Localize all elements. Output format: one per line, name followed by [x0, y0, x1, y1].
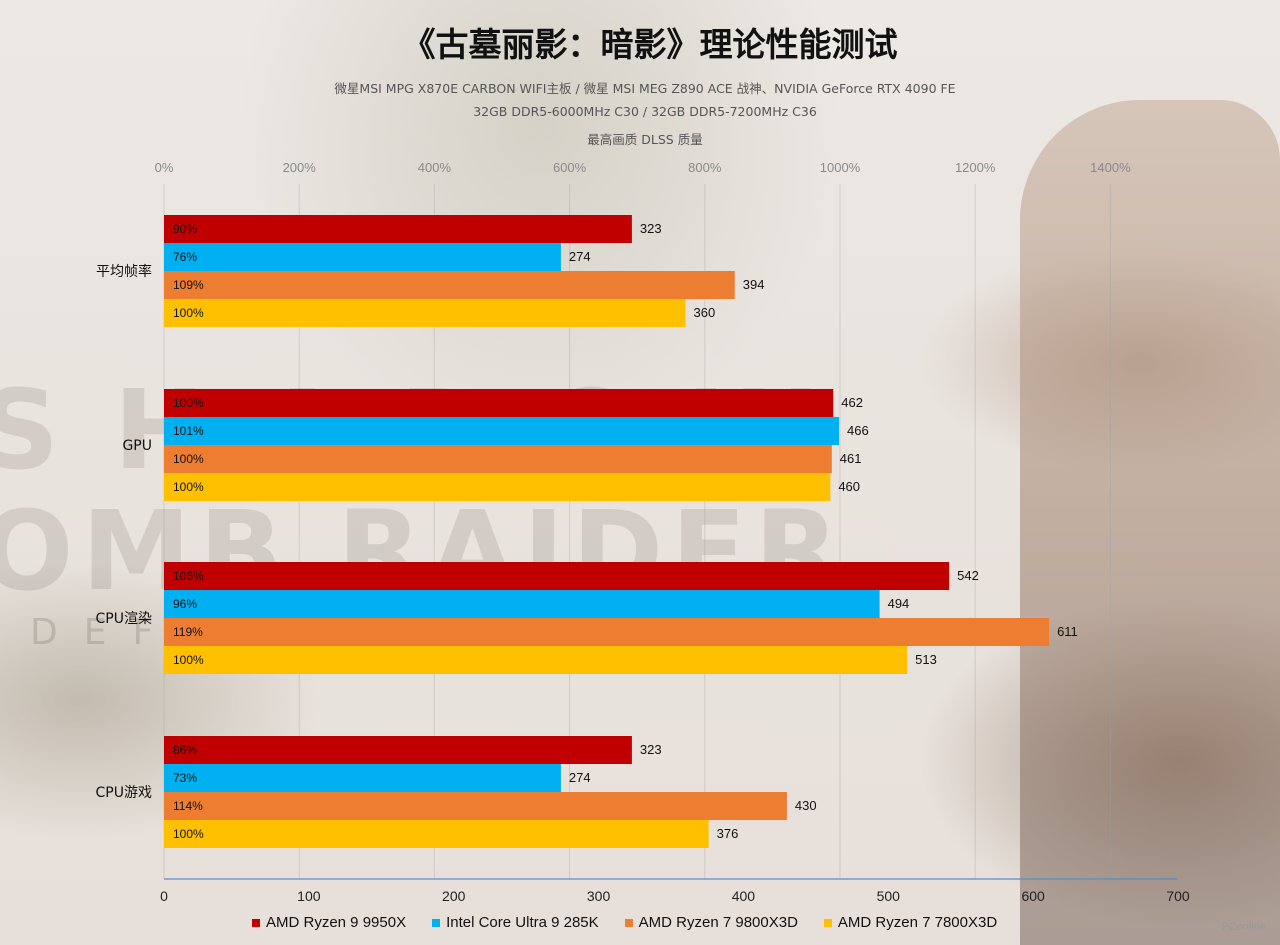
bar-value-label: 323	[640, 221, 662, 236]
bar-value-label: 376	[717, 826, 739, 841]
bar	[164, 646, 908, 674]
bar-percent-label: 100%	[173, 452, 204, 466]
x-axis-tick-label: 700	[1166, 888, 1190, 904]
legend-label: Intel Core Ultra 9 285K	[446, 914, 599, 931]
bar-percent-label: 101%	[173, 424, 204, 438]
chart-legend: AMD Ryzen 9 9950X Intel Core Ultra 9 285…	[252, 914, 997, 931]
x-axis-tick-label: 100	[297, 888, 321, 904]
x-axis-tick-label: 0	[160, 888, 168, 904]
x-axis-tick-label: 600	[1021, 888, 1045, 904]
legend-item-9800x3d: AMD Ryzen 7 9800X3D	[624, 914, 798, 931]
bar-percent-label: 119%	[173, 625, 203, 639]
legend-item-7800x3d: AMD Ryzen 7 7800X3D	[823, 914, 998, 931]
top-axis-tick-label: 1200%	[955, 160, 996, 175]
bar-percent-label: 114%	[173, 799, 203, 813]
bar-percent-label: 86%	[173, 743, 197, 757]
x-axis-tick-label: 200	[442, 888, 466, 904]
bar-percent-label: 76%	[173, 250, 197, 264]
bar-percent-label: 106%	[173, 569, 204, 583]
category-label: CPU渲染	[96, 611, 152, 627]
bar	[164, 618, 1050, 646]
bar-value-label: 513	[915, 652, 937, 667]
bar	[164, 243, 561, 271]
top-axis-tick-label: 1400%	[1090, 160, 1131, 175]
top-axis-tick-label: 1000%	[820, 160, 861, 175]
bar-percent-label: 96%	[173, 597, 197, 611]
bar	[164, 736, 632, 764]
bar-value-label: 274	[569, 770, 591, 785]
legend-swatch	[823, 918, 832, 927]
watermark: PConline	[1221, 921, 1266, 933]
subtitle-line-2: 32GB DDR5-6000MHz C30 / 32GB DDR5-7200MH…	[473, 104, 817, 119]
x-axis-tick-label: 300	[587, 888, 611, 904]
bar-percent-label: 100%	[173, 480, 204, 494]
legend-label: AMD Ryzen 9 9950X	[266, 914, 407, 931]
bar-value-label: 461	[840, 451, 862, 466]
bar-value-label: 274	[569, 249, 591, 264]
bar-percent-label: 100%	[173, 827, 204, 841]
bar	[164, 445, 832, 473]
legend-swatch	[252, 918, 260, 927]
top-axis-tick-label: 400%	[418, 160, 452, 175]
bar-percent-label: 73%	[173, 771, 197, 785]
bar-value-label: 394	[743, 277, 765, 292]
top-axis-tick-label: 800%	[688, 160, 722, 175]
bar-value-label: 466	[847, 423, 869, 438]
top-axis-tick-label: 0%	[155, 160, 174, 175]
bar	[164, 792, 787, 820]
bar	[164, 215, 632, 243]
legend-swatch	[624, 918, 633, 927]
bar-value-label: 323	[640, 742, 662, 757]
bar	[164, 820, 709, 848]
bar-percent-label: 100%	[173, 396, 204, 410]
subtitle-line-3: 最高画质 DLSS 质量	[587, 132, 703, 147]
top-axis-tick-label: 200%	[283, 160, 317, 175]
bar	[164, 473, 831, 501]
bar-value-label: 494	[888, 596, 910, 611]
bar-value-label: 460	[838, 479, 860, 494]
bar	[164, 562, 950, 590]
bar	[164, 271, 735, 299]
legend-label: AMD Ryzen 7 9800X3D	[638, 914, 798, 931]
bar-value-label: 360	[693, 305, 715, 320]
legend-swatch	[432, 918, 441, 927]
bar-value-label: 430	[795, 798, 817, 813]
chart-title: 《古墓丽影：暗影》理论性能测试	[402, 25, 898, 64]
legend-item-9950x: AMD Ryzen 9 9950X	[252, 914, 406, 931]
x-axis-tick-label: 500	[877, 888, 901, 904]
category-label: GPU	[122, 438, 152, 454]
x-axis-tick-label: 400	[732, 888, 756, 904]
bar-percent-label: 100%	[173, 653, 204, 667]
category-label: 平均帧率	[96, 263, 152, 280]
legend-item-285k: Intel Core Ultra 9 285K	[432, 914, 599, 931]
bar	[164, 417, 840, 445]
bar	[164, 764, 561, 792]
legend-label: AMD Ryzen 7 7800X3D	[837, 914, 998, 931]
bar-value-label: 542	[957, 568, 979, 583]
background-character	[1020, 100, 1280, 945]
bar-value-label: 611	[1057, 624, 1078, 639]
subtitle-line-1: 微星MSI MPG X870E CARBON WIFI主板 / 微星 MSI M…	[334, 81, 956, 96]
bar-percent-label: 109%	[173, 278, 204, 292]
bar-value-label: 462	[841, 395, 863, 410]
bar	[164, 299, 686, 327]
bar	[164, 389, 834, 417]
bar-percent-label: 100%	[173, 306, 204, 320]
bar-percent-label: 90%	[173, 222, 197, 236]
category-label: CPU游戏	[96, 785, 152, 801]
top-axis-tick-label: 600%	[553, 160, 587, 175]
bar	[164, 590, 880, 618]
